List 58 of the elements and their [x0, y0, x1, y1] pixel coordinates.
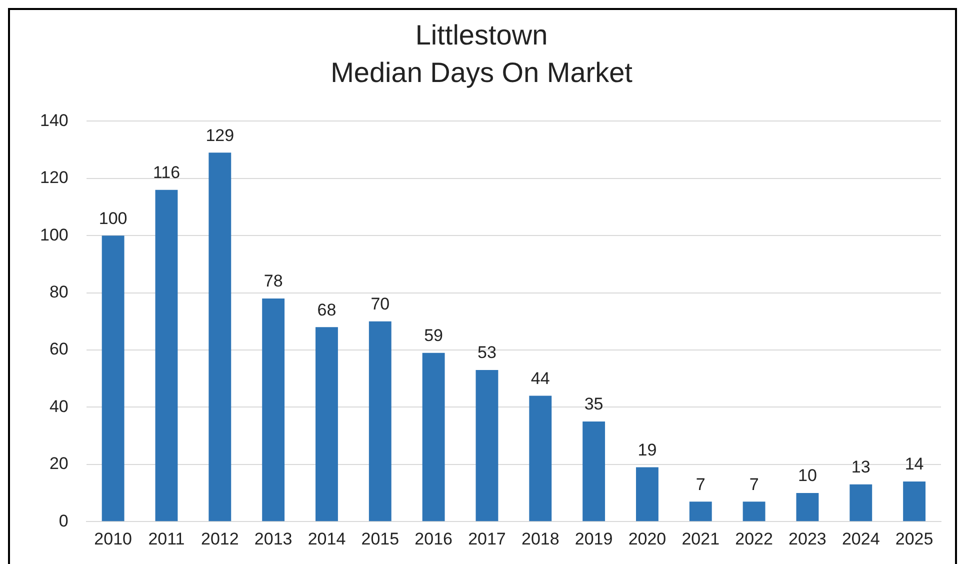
bar: [422, 352, 445, 522]
bar: [796, 493, 819, 522]
x-tick-label: 2015: [361, 529, 400, 548]
x-tick-label: 2012: [200, 529, 239, 548]
x-tick-label: 2021: [682, 529, 720, 548]
x-tick-label: 2010: [94, 529, 132, 548]
y-tick-label: 100: [40, 225, 68, 244]
bar: [316, 327, 338, 522]
x-tick-label: 2020: [628, 529, 666, 548]
bar: [368, 321, 392, 522]
bar: [208, 152, 232, 522]
x-tick-label: 2018: [521, 529, 560, 548]
data-label: 13: [851, 458, 870, 477]
data-label: 14: [904, 454, 924, 474]
bar: [262, 298, 285, 522]
data-label: 19: [638, 440, 657, 460]
bar: [742, 502, 766, 522]
y-tick-label: 120: [40, 168, 68, 188]
data-label: 100: [98, 208, 128, 228]
data-label: 10: [798, 466, 817, 486]
y-tick-label: 80: [49, 282, 68, 302]
y-tick-label: 60: [49, 340, 68, 359]
bar: [102, 236, 124, 522]
x-tick-label: 2013: [254, 529, 292, 548]
bar: [903, 482, 926, 522]
data-label: 7: [696, 474, 706, 494]
x-tick-label: 2014: [308, 529, 346, 548]
x-tick-label: 2024: [842, 529, 880, 548]
x-tick-label: 2022: [735, 529, 773, 548]
bar: [529, 396, 552, 522]
y-tick-label: 20: [49, 454, 68, 474]
bar: [636, 467, 658, 522]
x-tick-label: 2017: [468, 529, 506, 548]
y-tick-label: 140: [40, 110, 68, 130]
data-label: 53: [478, 343, 496, 362]
data-label: 68: [317, 300, 336, 320]
data-label: 35: [584, 394, 604, 414]
bar: [689, 502, 712, 522]
bar: [155, 190, 178, 522]
x-tick-label: 2011: [148, 529, 185, 548]
x-tick-label: 2025: [895, 529, 934, 548]
x-tick-label: 2019: [574, 529, 613, 548]
data-label: 78: [264, 272, 283, 291]
data-label: 116: [152, 163, 180, 182]
chart-title: Littlestown: [415, 20, 548, 51]
chart-subtitle: Median Days On Market: [330, 57, 633, 88]
x-tick-label: 2016: [414, 529, 452, 548]
data-label: 59: [424, 326, 444, 346]
bar: [850, 484, 872, 522]
bar: [476, 370, 498, 522]
data-label: 129: [206, 126, 234, 145]
bar: [582, 422, 606, 522]
x-tick-label: 2023: [788, 529, 826, 548]
y-tick-label: 40: [49, 396, 68, 416]
data-label: 44: [530, 368, 550, 388]
y-tick-label: 0: [58, 511, 68, 530]
data-label: 70: [370, 294, 390, 314]
data-label: 7: [749, 474, 759, 494]
